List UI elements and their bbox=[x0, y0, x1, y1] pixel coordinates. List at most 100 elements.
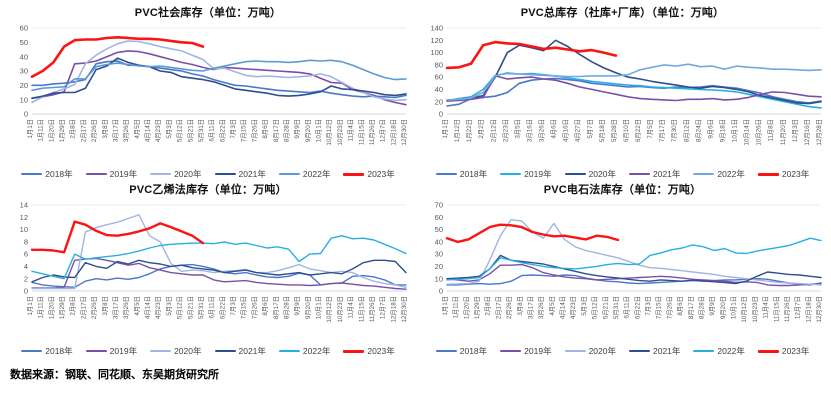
x-tick-label: 12月7日 bbox=[379, 119, 387, 142]
legend-item-2019年: 2019年 bbox=[500, 168, 552, 180]
x-tick-label: 5月7日 bbox=[585, 119, 593, 139]
y-tick-label: 30 bbox=[434, 250, 442, 259]
legend-line-swatch bbox=[214, 173, 236, 175]
x-tick-label: 7月26日 bbox=[665, 296, 673, 319]
legend-line-swatch bbox=[500, 173, 522, 175]
legend-item-2020年: 2020年 bbox=[150, 168, 202, 180]
legend-label: 2020年 bbox=[174, 346, 202, 356]
x-tick-label: 11月4日 bbox=[347, 119, 355, 142]
x-tick-label: 1月29日 bbox=[58, 296, 66, 319]
chart-pvc-carbide-inventory: PVC电石法库存（单位：万吨） 0 10 20 30 40 50 60 70 1月1日 1月11日… bbox=[419, 183, 827, 358]
x-tick-label: 8月17日 bbox=[272, 119, 280, 142]
series-line-2018年 bbox=[445, 274, 822, 286]
x-tick-label: 5月21日 bbox=[601, 296, 609, 319]
series-line-2019年 bbox=[31, 50, 407, 106]
series-line-2023年 bbox=[445, 40, 617, 70]
chart-legend: 2018年 2019年 2020年 2021年 2022年 2023年 bbox=[419, 167, 827, 181]
legend-line-swatch bbox=[435, 350, 457, 352]
x-tick-label: 8月28日 bbox=[283, 296, 291, 319]
series-line-2021年 bbox=[31, 57, 407, 99]
x-tick-label: 2月12日 bbox=[489, 119, 497, 142]
legend-line-swatch bbox=[150, 350, 172, 352]
legend-line-swatch bbox=[214, 350, 236, 352]
x-tick-label: 7月26日 bbox=[250, 296, 258, 319]
x-tick-label: 8月17日 bbox=[686, 296, 694, 319]
x-tick-label: 3月17日 bbox=[112, 296, 120, 319]
x-tick-label: 5月3日 bbox=[165, 296, 173, 316]
x-tick-label: 3月8日 bbox=[101, 119, 109, 139]
x-tick-label: 7月3日 bbox=[229, 296, 237, 316]
legend-item-2021年: 2021年 bbox=[629, 168, 680, 180]
y-tick-label: 40 bbox=[434, 238, 442, 247]
x-tick-label: 5月28日 bbox=[609, 119, 617, 142]
x-tick-label: 10月23日 bbox=[336, 296, 344, 323]
x-tick-label: 8月12日 bbox=[682, 119, 690, 142]
legend-label: 2022年 bbox=[717, 346, 745, 356]
series-line-2023年 bbox=[30, 220, 205, 254]
legend-item-2021年: 2021年 bbox=[629, 345, 680, 357]
x-tick-label: 10月1日 bbox=[729, 296, 737, 319]
legend-label: 2018年 bbox=[459, 346, 488, 356]
x-tick-label: 8月6日 bbox=[261, 296, 269, 316]
legend-line-swatch bbox=[150, 173, 172, 175]
x-tick-label: 10月12日 bbox=[740, 296, 748, 323]
x-tick-label: 1月1日 bbox=[441, 296, 449, 316]
x-tick-label: 5月3日 bbox=[165, 119, 173, 139]
legend-line-swatch bbox=[757, 172, 779, 176]
series-line-2020年 bbox=[445, 219, 822, 286]
y-tick-label: 120 bbox=[430, 36, 443, 45]
x-tick-label: 5月12日 bbox=[176, 296, 184, 319]
legend-label: 2019年 bbox=[109, 346, 138, 356]
chart-pvc-social-inventory: PVC社会库存（单位：万吨） 0 10 20 30 40 50 60 1月1日 1月11日 1月2… bbox=[4, 6, 412, 181]
x-tick-label: 5月31日 bbox=[197, 119, 205, 142]
legend-label: 2022年 bbox=[302, 169, 331, 179]
x-tick-label: 3月26日 bbox=[537, 119, 545, 142]
legend-item-2020年: 2020年 bbox=[150, 345, 202, 357]
chart-pvc-total-inventory: PVC总库存（社库+厂库）（单位：万吨） 0 20 40 60 80 100 120 140 1… bbox=[419, 6, 827, 181]
x-tick-label: 12月18日 bbox=[804, 296, 812, 323]
x-tick-label: 7月3日 bbox=[644, 296, 652, 316]
x-tick-label: 11月26日 bbox=[368, 296, 376, 322]
y-tick-label: 50 bbox=[434, 225, 442, 234]
y-tick-label: 60 bbox=[20, 24, 28, 33]
legend-label: 2018年 bbox=[45, 169, 73, 179]
y-tick-label: 100 bbox=[430, 48, 443, 57]
y-tick-label: 10 bbox=[434, 274, 442, 283]
series-line-2019年 bbox=[445, 263, 822, 287]
x-tick-label: 12月7日 bbox=[793, 296, 801, 319]
x-tick-label: 1月22日 bbox=[465, 119, 473, 142]
x-tick-label: 1月1日 bbox=[26, 119, 34, 139]
y-tick-label: 40 bbox=[434, 85, 442, 94]
y-tick-label: 40 bbox=[20, 52, 28, 61]
x-tick-label: 1月1日 bbox=[26, 296, 34, 316]
legend-item-2023年: 2023年 bbox=[343, 168, 395, 180]
x-tick-label: 6月22日 bbox=[218, 119, 226, 142]
x-tick-label: 4月23日 bbox=[154, 119, 162, 142]
x-tick-label: 10月1日 bbox=[315, 296, 323, 319]
y-tick-label: 2 bbox=[24, 274, 28, 283]
x-tick-label: 6月10日 bbox=[622, 119, 630, 142]
x-tick-label: 10月1日 bbox=[730, 119, 738, 142]
x-tick-label: 1月20日 bbox=[47, 296, 55, 319]
y-tick-label: 60 bbox=[434, 73, 442, 82]
legend-line-swatch bbox=[343, 349, 365, 353]
y-tick-label: 20 bbox=[20, 81, 28, 90]
x-tick-label: 2月23日 bbox=[501, 119, 509, 142]
legend-label: 2018年 bbox=[45, 346, 73, 356]
x-tick-label: 8月28日 bbox=[697, 296, 705, 319]
x-tick-label: 11月26日 bbox=[368, 119, 376, 145]
chart-title: PVC电石法库存（单位：万吨） bbox=[543, 184, 702, 196]
legend-label: 2019年 bbox=[524, 346, 552, 356]
legend-label: 2021年 bbox=[653, 169, 681, 179]
x-tick-label: 2月26日 bbox=[90, 119, 98, 142]
legend-line-swatch bbox=[278, 350, 300, 352]
y-tick-label: 4 bbox=[24, 262, 28, 271]
x-tick-label: 10月14日 bbox=[742, 119, 750, 146]
series-line-2021年 bbox=[445, 75, 822, 102]
x-tick-label: 1月29日 bbox=[473, 296, 481, 319]
x-tick-label: 12月30日 bbox=[400, 296, 408, 323]
x-tick-label: 5月21日 bbox=[186, 296, 194, 319]
series-line-2022年 bbox=[445, 63, 822, 101]
x-tick-label: 1月11日 bbox=[451, 296, 459, 319]
y-tick-label: 0 bbox=[24, 287, 28, 296]
